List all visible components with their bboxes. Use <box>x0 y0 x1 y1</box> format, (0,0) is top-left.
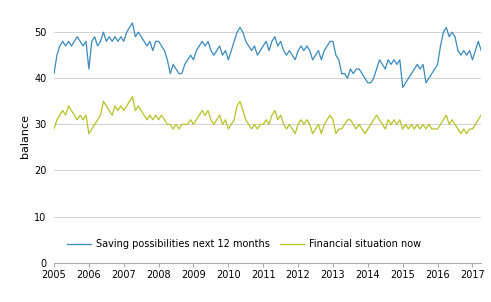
Financial situation now <box>130 95 136 98</box>
Saving possibilities next 12 months <box>80 44 86 48</box>
Financial situation now <box>478 113 484 117</box>
Financial situation now <box>423 127 429 131</box>
Saving possibilities next 12 months <box>51 72 57 76</box>
Financial situation now <box>51 127 57 131</box>
Financial situation now <box>251 123 257 126</box>
Line: Financial situation now: Financial situation now <box>54 97 491 133</box>
Line: Saving possibilities next 12 months: Saving possibilities next 12 months <box>54 23 491 88</box>
Saving possibilities next 12 months <box>400 86 406 89</box>
Saving possibilities next 12 months <box>478 49 484 52</box>
Legend: Saving possibilities next 12 months, Financial situation now: Saving possibilities next 12 months, Fin… <box>63 235 425 253</box>
Saving possibilities next 12 months <box>248 49 254 52</box>
Saving possibilities next 12 months <box>130 21 136 25</box>
Saving possibilities next 12 months <box>423 81 429 85</box>
Saving possibilities next 12 months <box>109 40 115 43</box>
Financial situation now <box>112 104 118 108</box>
Financial situation now <box>368 123 374 126</box>
Saving possibilities next 12 months <box>365 81 371 85</box>
Y-axis label: balance: balance <box>20 114 30 158</box>
Financial situation now <box>80 118 86 122</box>
Financial situation now <box>86 132 92 135</box>
